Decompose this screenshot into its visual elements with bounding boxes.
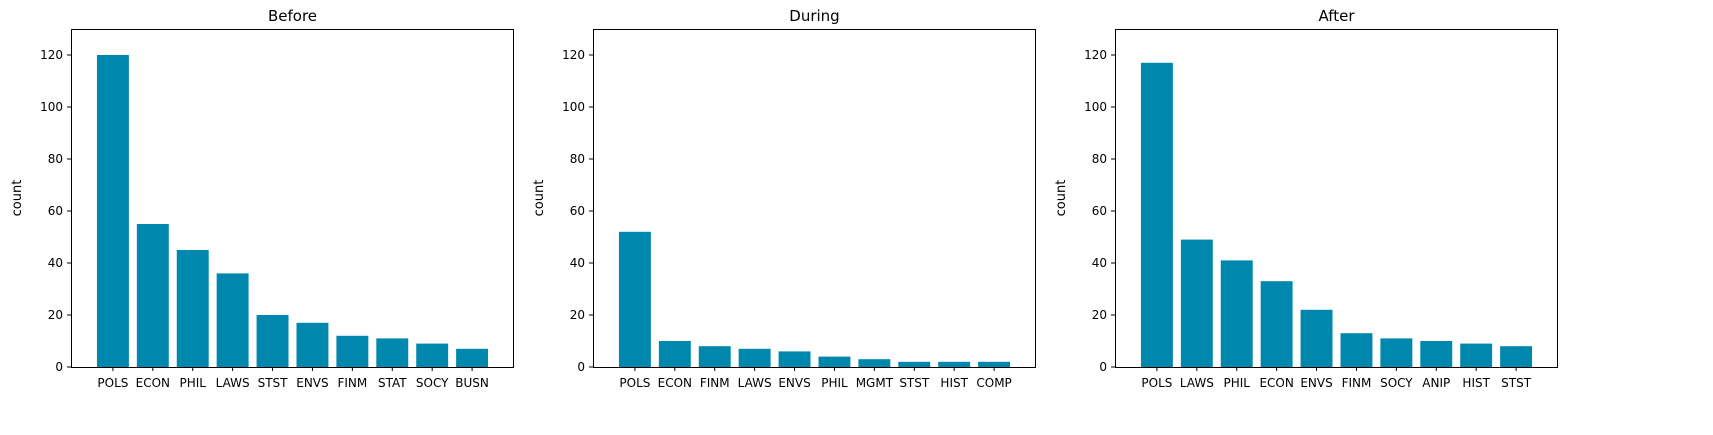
x-tick-label: ENVS bbox=[296, 376, 328, 390]
y-axis-label: count bbox=[1054, 180, 1069, 217]
bar-stat bbox=[376, 338, 409, 367]
chart-panel-during: 0 20 40 60 80 100 120 POLS ECON FINM LAWS ENVS PHIL M… bbox=[532, 7, 1036, 390]
bar-phil bbox=[1220, 260, 1253, 367]
plot-frame bbox=[71, 29, 514, 368]
x-tick-label: STST bbox=[258, 376, 289, 390]
bar-laws bbox=[216, 273, 249, 367]
bar-mgmt bbox=[858, 359, 891, 367]
bar-stst bbox=[898, 361, 931, 367]
bar-econ bbox=[136, 224, 169, 367]
x-tick-label: POLS bbox=[1141, 376, 1172, 390]
bar-phil bbox=[818, 356, 851, 367]
x-tick-label: POLS bbox=[619, 376, 650, 390]
plot-frame bbox=[593, 29, 1036, 368]
bar-busn bbox=[456, 348, 489, 367]
bar-finm bbox=[1340, 333, 1373, 367]
y-tick-label: 60 bbox=[570, 204, 585, 218]
y-tick-label: 0 bbox=[55, 360, 63, 374]
y-tick-label: 40 bbox=[48, 256, 63, 270]
y-tick-label: 0 bbox=[577, 360, 585, 374]
x-tick-label: ECON bbox=[658, 376, 692, 390]
x-tick-label: FINM bbox=[700, 376, 730, 390]
y-tick-label: 40 bbox=[570, 256, 585, 270]
bar-socy bbox=[416, 343, 449, 367]
bar-finm bbox=[698, 346, 731, 367]
y-tick-label: 0 bbox=[1099, 360, 1107, 374]
bar-econ bbox=[1260, 281, 1293, 367]
y-tick-label: 20 bbox=[1092, 308, 1107, 322]
x-tick-label: BUSN bbox=[455, 376, 489, 390]
x-tick-label: SOCY bbox=[416, 376, 449, 390]
x-tick-label: LAWS bbox=[216, 376, 250, 390]
x-tick-label: ANIP bbox=[1422, 376, 1450, 390]
bar-laws bbox=[738, 348, 771, 367]
bar-pols bbox=[618, 231, 651, 367]
x-tick-label: STAT bbox=[378, 376, 407, 390]
chart-panel-before: 0 20 40 60 80 100 120 POLS ECON PHIL LAWS STST ENVS F… bbox=[10, 7, 514, 390]
y-tick-label: 60 bbox=[48, 204, 63, 218]
bar-finm bbox=[336, 335, 369, 367]
x-tick-label: ENVS bbox=[1300, 376, 1332, 390]
x-tick-label: FINM bbox=[1342, 376, 1372, 390]
bar-phil bbox=[176, 250, 209, 367]
y-tick-label: 120 bbox=[40, 48, 63, 62]
y-tick-label: 100 bbox=[562, 100, 585, 114]
chart-title: After bbox=[1318, 7, 1355, 25]
x-tick-label: ECON bbox=[1259, 376, 1293, 390]
y-tick-label: 80 bbox=[48, 152, 63, 166]
y-tick-label: 120 bbox=[1084, 48, 1107, 62]
x-tick-label: COMP bbox=[976, 376, 1011, 390]
chart-title: During bbox=[789, 7, 839, 25]
bar-stst bbox=[256, 315, 289, 367]
x-tick-label: ENVS bbox=[778, 376, 810, 390]
x-tick-label: PHIL bbox=[1223, 376, 1250, 390]
y-tick-label: 100 bbox=[40, 100, 63, 114]
bar-anip bbox=[1420, 341, 1453, 367]
bar-hist bbox=[938, 361, 971, 367]
x-tick-label: PHIL bbox=[179, 376, 206, 390]
x-tick-label: HIST bbox=[940, 376, 968, 390]
x-tick-label: HIST bbox=[1462, 376, 1490, 390]
y-tick-label: 20 bbox=[570, 308, 585, 322]
bar-envs bbox=[1300, 309, 1333, 367]
bar-stst bbox=[1500, 346, 1533, 367]
x-tick-label: LAWS bbox=[738, 376, 772, 390]
plot-frame bbox=[1115, 29, 1558, 368]
chart-panel-after: 0 20 40 60 80 100 120 POLS LAWS PHIL ECON ENVS FINM S… bbox=[1054, 7, 1558, 390]
bar-comp bbox=[978, 361, 1011, 367]
y-tick-label: 40 bbox=[1092, 256, 1107, 270]
bar-laws bbox=[1180, 239, 1213, 367]
x-tick-label: FINM bbox=[337, 376, 367, 390]
x-tick-label: ECON bbox=[136, 376, 170, 390]
y-tick-label: 80 bbox=[1092, 152, 1107, 166]
x-tick-label: LAWS bbox=[1180, 376, 1214, 390]
y-tick-label: 100 bbox=[1084, 100, 1107, 114]
x-tick-label: POLS bbox=[97, 376, 128, 390]
bar-econ bbox=[658, 341, 691, 367]
x-tick-label: SOCY bbox=[1380, 376, 1413, 390]
y-tick-label: 120 bbox=[562, 48, 585, 62]
x-tick-label: STST bbox=[1501, 376, 1532, 390]
y-axis-label: count bbox=[10, 180, 25, 217]
x-tick-label: MGMT bbox=[856, 376, 894, 390]
y-tick-label: 20 bbox=[48, 308, 63, 322]
y-tick-label: 60 bbox=[1092, 204, 1107, 218]
bar-socy bbox=[1380, 338, 1413, 367]
bar-envs bbox=[296, 322, 329, 367]
y-axis-label: count bbox=[532, 180, 547, 217]
bar-hist bbox=[1460, 343, 1493, 367]
x-tick-label: PHIL bbox=[821, 376, 848, 390]
x-tick-label: STST bbox=[899, 376, 930, 390]
bar-pols bbox=[96, 55, 129, 367]
bar-envs bbox=[778, 351, 811, 367]
chart-title: Before bbox=[268, 7, 317, 25]
y-tick-label: 80 bbox=[570, 152, 585, 166]
bar-pols bbox=[1140, 62, 1173, 368]
